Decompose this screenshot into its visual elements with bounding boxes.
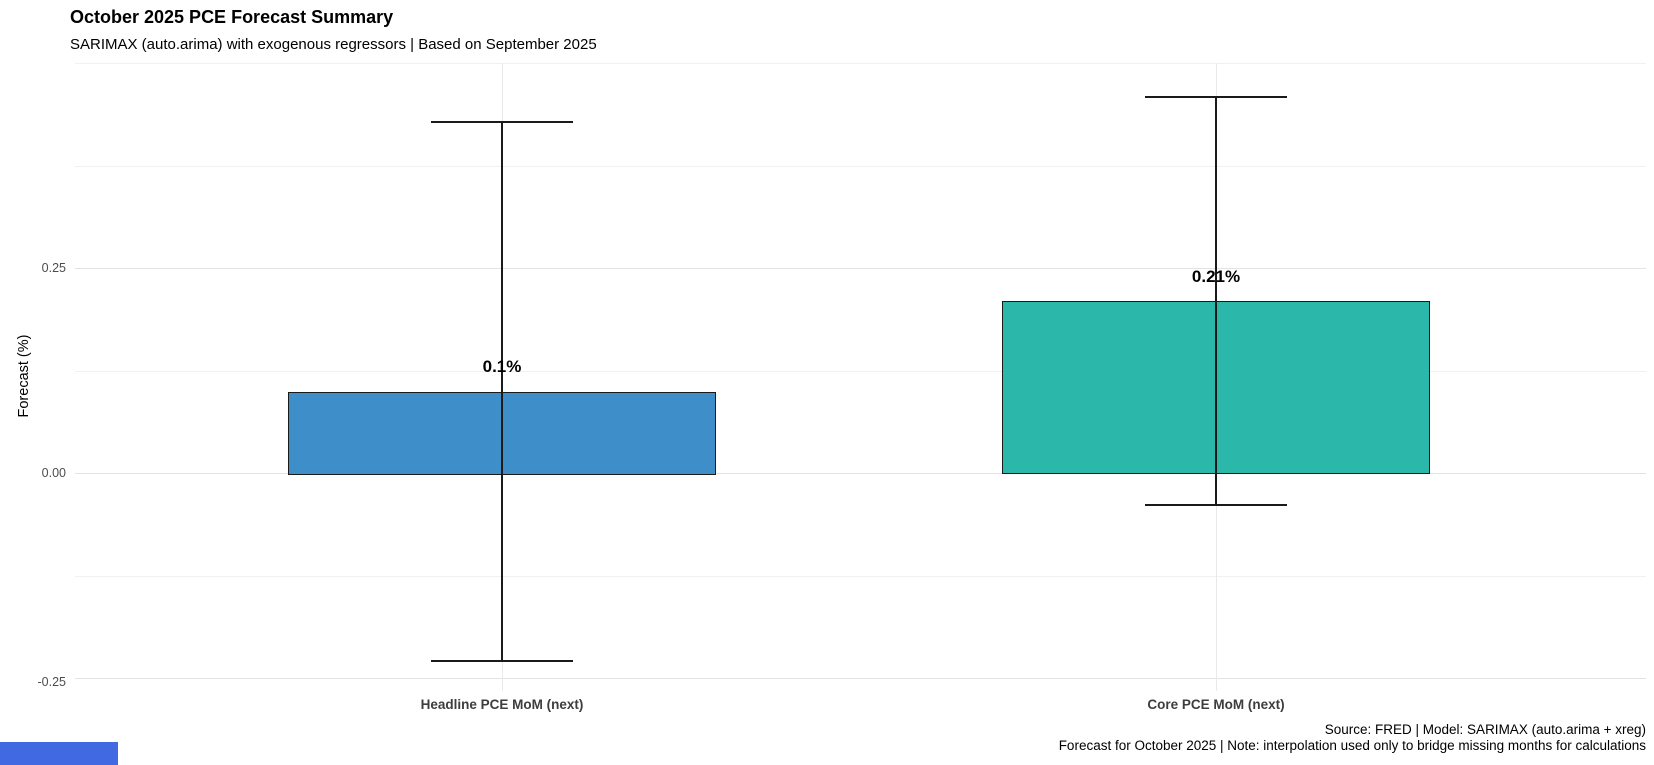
- status-strip-fragment: [0, 742, 118, 765]
- y-tick-label: -0.25: [37, 675, 67, 689]
- gridline-minor: [75, 63, 1646, 64]
- y-tick-label: 0.00: [41, 466, 66, 480]
- error-bar-cap-bottom: [1145, 504, 1287, 507]
- bar-value-label-headline: 0.1%: [482, 357, 522, 376]
- bar-value-label-core: 0.21%: [1191, 267, 1241, 286]
- error-bar-cap-top: [1145, 96, 1287, 99]
- gridline-minor: [75, 370, 1646, 372]
- caption-note: Forecast for October 2025 | Note: interp…: [1058, 738, 1646, 753]
- error-bar-cap-top: [431, 120, 573, 123]
- chart-subtitle: SARIMAX (auto.arima) with exogenous regr…: [70, 36, 597, 53]
- error-bar-line: [501, 120, 503, 663]
- x-category-label-headline: Headline PCE MoM (next): [420, 697, 584, 712]
- y-axis-title: Forecast (%): [16, 334, 32, 418]
- gridline-major: [75, 678, 1646, 679]
- gridline-minor: [75, 165, 1646, 167]
- caption-source: Source: FRED | Model: SARIMAX (auto.arim…: [1324, 722, 1646, 737]
- gridline-minor: [75, 575, 1646, 577]
- gridline-major: [75, 268, 1646, 269]
- error-bar-line: [1215, 96, 1217, 507]
- y-tick-label: 0.25: [41, 261, 66, 275]
- gridline-major: [75, 473, 1646, 474]
- x-category-label-core: Core PCE MoM (next): [1147, 697, 1285, 712]
- error-bar-cap-bottom: [431, 660, 573, 663]
- chart-title: October 2025 PCE Forecast Summary: [70, 7, 394, 27]
